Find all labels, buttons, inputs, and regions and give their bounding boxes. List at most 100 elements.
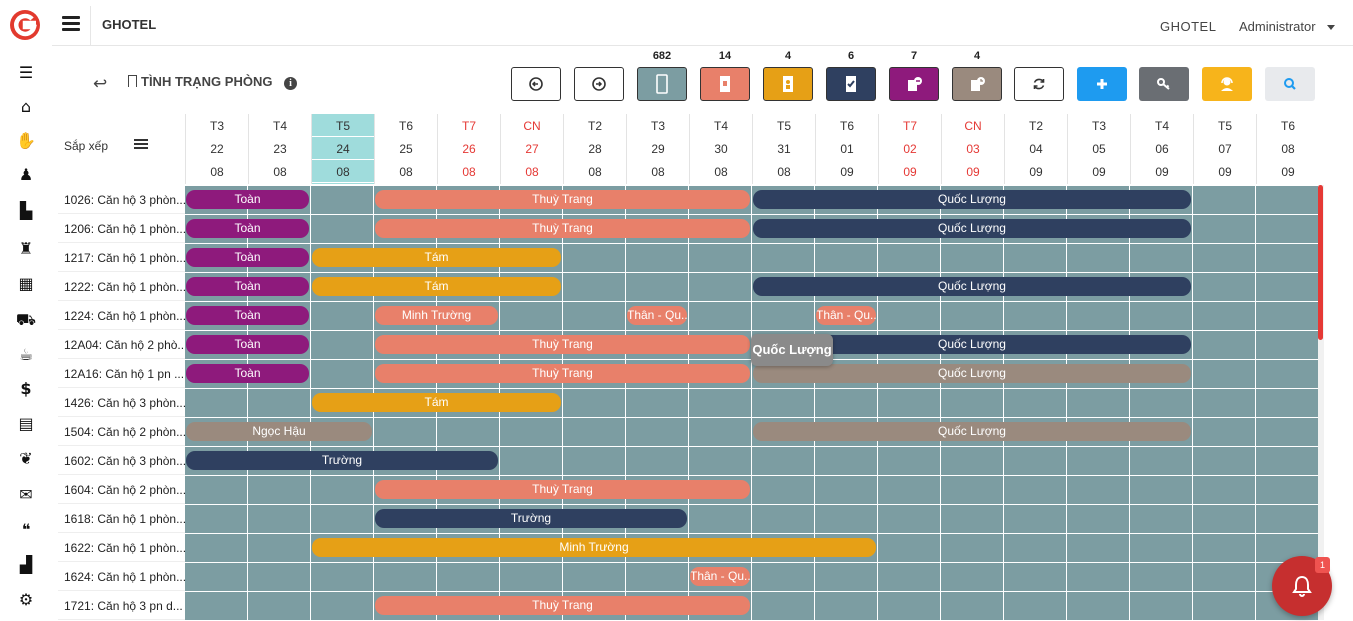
day-cell[interactable] bbox=[689, 447, 751, 475]
day-cell[interactable] bbox=[563, 563, 625, 591]
day-cell[interactable] bbox=[1004, 534, 1066, 562]
day-cell[interactable] bbox=[1067, 563, 1129, 591]
booking-bar[interactable]: Trường bbox=[186, 451, 498, 470]
day-cell[interactable] bbox=[1193, 331, 1255, 359]
day-cell[interactable] bbox=[1256, 331, 1318, 359]
day-cell[interactable] bbox=[248, 476, 310, 504]
day-cell[interactable] bbox=[311, 563, 373, 591]
day-cell[interactable] bbox=[1256, 186, 1318, 214]
day-cell[interactable] bbox=[689, 244, 751, 272]
booking-bar[interactable]: Toàn bbox=[186, 190, 309, 209]
prev-period-button[interactable] bbox=[511, 67, 561, 101]
dollar-icon[interactable]: $ bbox=[20, 378, 32, 398]
day-cell[interactable] bbox=[1130, 505, 1192, 533]
day-cell[interactable] bbox=[626, 273, 688, 301]
settings-icon[interactable]: ⚙ bbox=[18, 589, 34, 609]
booking-bar[interactable]: Minh Trường bbox=[375, 306, 498, 325]
day-cell[interactable] bbox=[311, 476, 373, 504]
booking-bar[interactable]: Thân - Qu... bbox=[627, 306, 687, 325]
day-cell[interactable] bbox=[941, 592, 1003, 620]
day-cell[interactable] bbox=[752, 476, 814, 504]
day-cell[interactable] bbox=[1193, 389, 1255, 417]
day-cell[interactable] bbox=[1193, 244, 1255, 272]
booking-bar[interactable]: Quốc Lượng bbox=[753, 190, 1191, 209]
day-cell[interactable] bbox=[941, 389, 1003, 417]
day-cell[interactable] bbox=[689, 302, 751, 330]
day-cell[interactable] bbox=[878, 447, 940, 475]
day-cell[interactable] bbox=[563, 302, 625, 330]
day-cell[interactable] bbox=[248, 592, 310, 620]
scrollbar-track[interactable] bbox=[1318, 185, 1324, 620]
add-booking-button[interactable] bbox=[1077, 67, 1127, 101]
day-cell[interactable] bbox=[878, 302, 940, 330]
support-button[interactable] bbox=[1202, 67, 1252, 101]
day-cell[interactable] bbox=[689, 505, 751, 533]
day-cell[interactable] bbox=[815, 476, 877, 504]
day-cell[interactable] bbox=[1193, 418, 1255, 446]
day-cell[interactable] bbox=[1193, 360, 1255, 388]
day-cell[interactable] bbox=[1067, 447, 1129, 475]
day-cell[interactable] bbox=[626, 447, 688, 475]
filter-occupied-button[interactable] bbox=[763, 67, 813, 101]
filter-reserved-button[interactable] bbox=[952, 67, 1002, 101]
day-cell[interactable] bbox=[815, 505, 877, 533]
room-label[interactable]: 1622: Căn hộ 1 phòn... bbox=[58, 534, 185, 562]
day-cell[interactable] bbox=[1067, 302, 1129, 330]
day-cell[interactable] bbox=[815, 563, 877, 591]
booking-bar[interactable]: Thân - Qu... bbox=[690, 567, 750, 586]
booking-bar[interactable]: Tám bbox=[312, 393, 561, 412]
day-cell[interactable] bbox=[311, 360, 373, 388]
day-cell[interactable] bbox=[815, 389, 877, 417]
day-cell[interactable] bbox=[311, 505, 373, 533]
day-cell[interactable] bbox=[500, 418, 562, 446]
booking-bar[interactable]: Toàn bbox=[186, 219, 309, 238]
day-cell[interactable] bbox=[1193, 534, 1255, 562]
day-cell[interactable] bbox=[1193, 302, 1255, 330]
refresh-button[interactable] bbox=[1014, 67, 1064, 101]
booking-bar[interactable]: Toàn bbox=[186, 277, 309, 296]
day-cell[interactable] bbox=[1130, 302, 1192, 330]
day-cell[interactable] bbox=[1193, 447, 1255, 475]
booking-bar[interactable]: Tám bbox=[312, 248, 561, 267]
grid-icon[interactable]: ▦ bbox=[18, 273, 34, 293]
day-cell[interactable] bbox=[1130, 592, 1192, 620]
day-cell[interactable] bbox=[563, 447, 625, 475]
booking-bar[interactable]: Quốc Lượng bbox=[753, 364, 1191, 383]
menu-list-icon[interactable]: ☰ bbox=[18, 62, 34, 82]
home-icon[interactable]: ⌂ bbox=[20, 96, 32, 116]
day-cell[interactable] bbox=[563, 418, 625, 446]
day-cell[interactable] bbox=[311, 331, 373, 359]
day-cell[interactable] bbox=[1067, 476, 1129, 504]
booking-bar[interactable]: Thuỳ Trang bbox=[375, 480, 750, 499]
booking-bar[interactable]: Trường bbox=[375, 509, 687, 528]
booking-bar[interactable]: Ngọc Hậu bbox=[186, 422, 372, 441]
day-cell[interactable] bbox=[1256, 215, 1318, 243]
day-cell[interactable] bbox=[878, 389, 940, 417]
room-label[interactable]: 1618: Căn hộ 1 phòn... bbox=[58, 505, 185, 533]
day-cell[interactable] bbox=[689, 273, 751, 301]
day-cell[interactable] bbox=[1004, 476, 1066, 504]
day-cell[interactable] bbox=[941, 534, 1003, 562]
envelope-icon[interactable]: ✉ bbox=[19, 484, 33, 504]
day-cell[interactable] bbox=[941, 563, 1003, 591]
day-cell[interactable] bbox=[1256, 360, 1318, 388]
user-menu[interactable]: Administrator bbox=[1239, 19, 1316, 34]
day-cell[interactable] bbox=[941, 505, 1003, 533]
day-cell[interactable] bbox=[1004, 447, 1066, 475]
day-cell[interactable] bbox=[752, 244, 814, 272]
day-cell[interactable] bbox=[500, 302, 562, 330]
day-cell[interactable] bbox=[1193, 592, 1255, 620]
room-label[interactable]: 1206: Căn hộ 1 phòn... bbox=[58, 215, 185, 243]
booking-bar[interactable]: Thân - Qu... bbox=[816, 306, 876, 325]
room-label[interactable]: 1602: Căn hộ 3 phòn... bbox=[58, 447, 185, 475]
room-label[interactable]: 1604: Căn hộ 2 phòn... bbox=[58, 476, 185, 504]
day-cell[interactable] bbox=[878, 592, 940, 620]
day-cell[interactable] bbox=[185, 534, 247, 562]
day-cell[interactable] bbox=[311, 215, 373, 243]
room-label[interactable]: 1426: Căn hộ 3 phòn... bbox=[58, 389, 185, 417]
coffee-icon[interactable]: ☕ bbox=[18, 344, 34, 364]
day-cell[interactable] bbox=[563, 244, 625, 272]
ghotel-logo[interactable] bbox=[8, 8, 42, 42]
day-cell[interactable] bbox=[185, 592, 247, 620]
day-cell[interactable] bbox=[1130, 534, 1192, 562]
